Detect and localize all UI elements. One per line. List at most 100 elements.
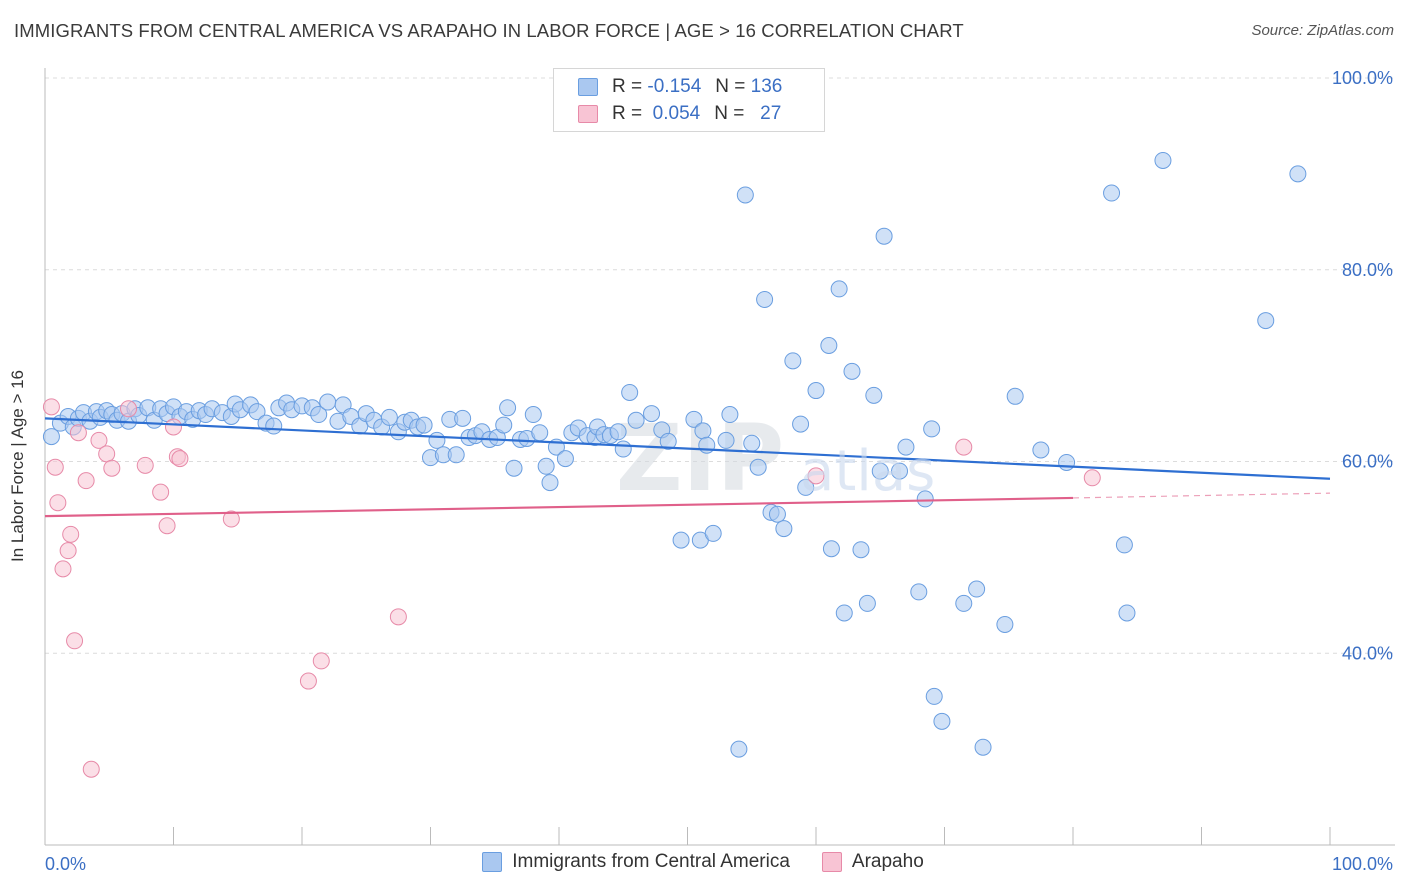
legend-row-central-america: R = -0.154 N = 136 — [578, 75, 782, 99]
trend-line-central-america — [44, 417, 1331, 480]
data-points — [42, 151, 1307, 778]
point-central-america — [925, 687, 943, 705]
point-central-america — [1257, 312, 1275, 330]
point-arapaho — [66, 632, 84, 650]
point-arapaho — [222, 510, 240, 528]
legend-swatch-pink — [821, 852, 842, 872]
point-central-america — [627, 411, 645, 429]
point-central-america — [974, 738, 992, 756]
point-central-america — [835, 604, 853, 622]
legend-swatch-pink — [578, 105, 598, 123]
point-central-america — [1154, 151, 1172, 169]
trend-lines — [44, 417, 1331, 518]
point-arapaho — [82, 760, 100, 778]
point-central-america — [756, 290, 774, 308]
point-central-america — [310, 406, 328, 424]
y-tick-label: 40.0% — [1342, 643, 1393, 663]
legend-r-value: 0.054 — [652, 103, 701, 124]
point-arapaho — [955, 438, 973, 456]
y-tick-label: 100.0% — [1332, 68, 1393, 88]
point-central-america — [505, 459, 523, 477]
point-arapaho — [389, 608, 407, 626]
point-arapaho — [54, 560, 72, 578]
point-central-america — [897, 438, 915, 456]
point-central-america — [319, 393, 337, 411]
chart-title: IMMIGRANTS FROM CENTRAL AMERICA VS ARAPA… — [14, 20, 964, 41]
point-central-america — [495, 416, 513, 434]
point-central-america — [1103, 184, 1121, 202]
point-central-america — [858, 594, 876, 612]
point-arapaho — [42, 398, 60, 416]
point-central-america — [380, 408, 398, 426]
point-arapaho — [103, 459, 121, 477]
legend-n-value: 136 — [750, 76, 783, 97]
tick-labels: 40.0% 60.0% 80.0% 100.0% 0.0% 100.0% — [45, 68, 1393, 874]
legend-label: Immigrants from Central America — [512, 851, 790, 872]
correlation-legend: R = -0.154 N = 136 R = 0.054 N = 27 — [553, 68, 825, 132]
point-central-america — [871, 462, 889, 480]
point-central-america — [1289, 165, 1307, 183]
point-central-america — [265, 417, 283, 435]
watermark-suffix: atlas — [800, 439, 935, 504]
legend-swatch-blue — [578, 78, 598, 96]
point-arapaho — [1083, 469, 1101, 487]
point-arapaho — [158, 517, 176, 535]
point-central-america — [609, 423, 627, 441]
point-central-america — [730, 740, 748, 758]
point-central-america — [875, 227, 893, 245]
point-arapaho — [46, 458, 64, 476]
point-central-america — [621, 383, 639, 401]
point-central-america — [721, 406, 739, 424]
point-central-america — [968, 580, 986, 598]
legend-item-arapaho: Arapaho — [821, 851, 924, 873]
point-arapaho — [152, 483, 170, 501]
legend-item-central-america: Immigrants from Central America — [482, 851, 790, 873]
point-central-america — [685, 410, 703, 428]
point-central-america — [42, 428, 60, 446]
point-arapaho — [49, 494, 67, 512]
legend-row-arapaho: R = 0.054 N = 27 — [578, 102, 781, 126]
point-arapaho — [98, 445, 116, 463]
y-tick-label: 80.0% — [1342, 260, 1393, 280]
point-arapaho — [59, 542, 77, 560]
point-central-america — [537, 457, 555, 475]
point-central-america — [784, 352, 802, 370]
point-central-america — [797, 478, 815, 496]
legend-n-label: N = — [715, 76, 746, 97]
point-central-america — [556, 450, 574, 468]
point-central-america — [447, 446, 465, 464]
point-arapaho — [299, 672, 317, 690]
point-central-america — [749, 458, 767, 476]
point-central-america — [659, 432, 677, 450]
point-central-america — [499, 399, 517, 417]
point-central-america — [822, 540, 840, 558]
point-arapaho — [807, 467, 825, 485]
legend-n-label: N = — [714, 103, 745, 124]
trend-line-arapaho-extension — [1072, 492, 1331, 499]
point-central-america — [428, 431, 446, 449]
point-central-america — [910, 583, 928, 601]
point-central-america — [933, 712, 951, 730]
point-central-america — [672, 531, 690, 549]
point-arapaho — [120, 400, 138, 418]
point-central-america — [1118, 604, 1136, 622]
point-arapaho — [165, 418, 182, 436]
point-central-america — [1058, 453, 1076, 471]
x-tick-label-max: 100.0% — [1332, 854, 1393, 874]
point-central-america — [830, 280, 848, 298]
point-central-america — [454, 409, 472, 427]
y-axis-label: In Labor Force | Age > 16 — [8, 369, 27, 563]
point-central-america — [775, 520, 793, 538]
point-central-america — [843, 362, 861, 380]
point-arapaho — [312, 652, 330, 670]
point-central-america — [768, 505, 786, 523]
point-central-america — [852, 541, 870, 559]
point-central-america — [1032, 441, 1050, 459]
point-central-america — [614, 440, 632, 458]
point-central-america — [736, 186, 754, 204]
point-central-america — [792, 415, 810, 433]
legend-label: Arapaho — [851, 851, 924, 872]
legend-n-value: 27 — [760, 103, 782, 124]
point-central-america — [1115, 536, 1133, 554]
source-credit: Source: ZipAtlas.com — [1251, 22, 1394, 39]
